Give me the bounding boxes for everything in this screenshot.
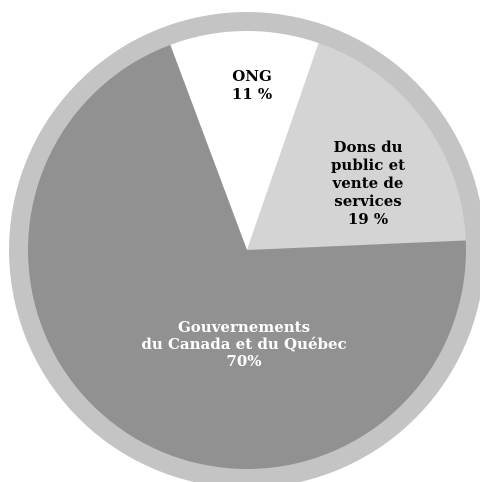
slice-label-line: services — [334, 192, 401, 210]
slice-label-line: 11 % — [232, 85, 272, 103]
slice-label-line: public et — [331, 156, 405, 174]
slice-label-ong: ONG 11 % — [232, 67, 272, 103]
pie-labels: ONG 11 %Dons du public et vente de services 1… — [141, 67, 405, 370]
slice-label-line: Dons du — [334, 138, 403, 156]
pie-slices — [27, 31, 466, 470]
slice-label-line: vente de — [332, 174, 404, 192]
slice-label-dons: Dons du public et vente de services 19 % — [331, 138, 405, 228]
pie-slice-ong — [170, 31, 319, 251]
slice-label-line: 19 % — [348, 210, 388, 228]
pie-slice-dons — [247, 43, 466, 251]
slice-label-line: ONG — [232, 67, 272, 85]
slice-label-line: 70% — [226, 352, 261, 370]
slice-label-gouvernements: Gouvernements du Canada et du Québec 70% — [141, 318, 346, 370]
slice-label-line: du Canada et du Québec — [141, 335, 346, 353]
pie-slice-gouvernements — [27, 44, 466, 470]
slice-label-line: Gouvernements — [178, 318, 310, 336]
